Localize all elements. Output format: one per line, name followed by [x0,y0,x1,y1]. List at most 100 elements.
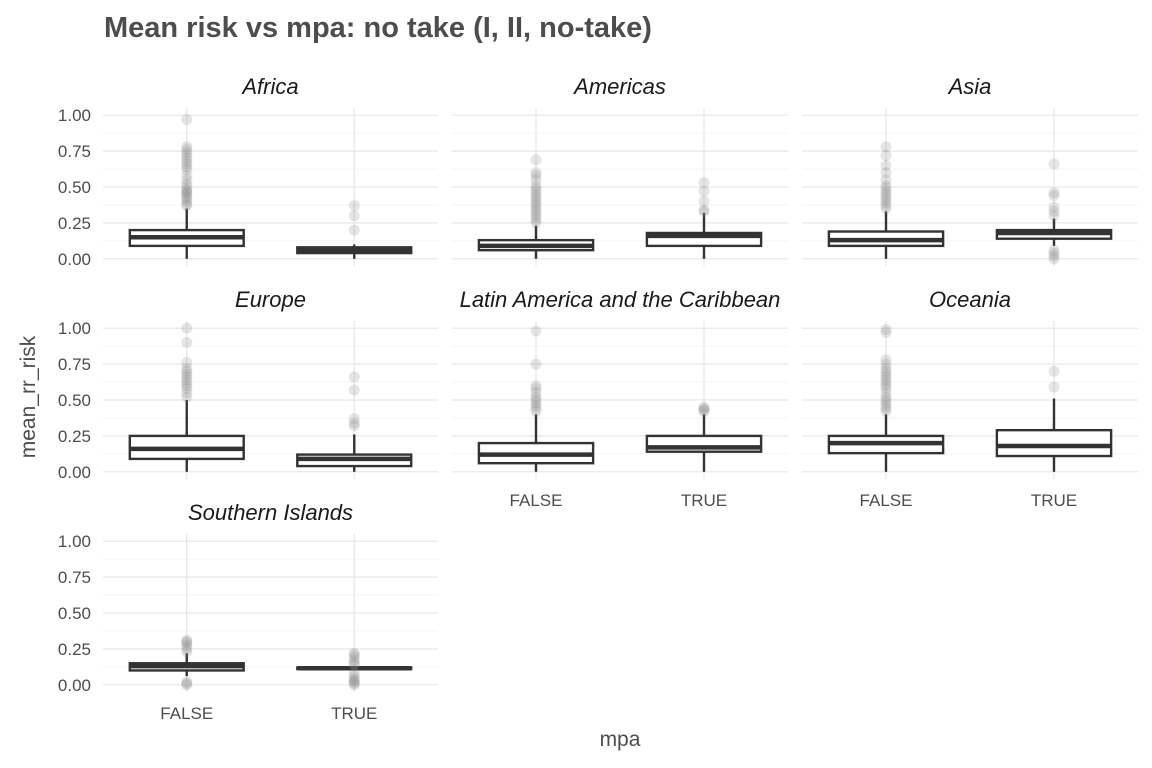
outlier-point [880,380,892,392]
outlier-point [181,637,193,649]
outlier-point [530,211,542,223]
outlier-point [181,192,193,204]
outlier-point [181,640,193,652]
y-tick-label: 1.00 [58,319,91,338]
outlier-point [181,144,193,156]
outlier-point [348,652,360,664]
facet-strip-label: Europe [235,287,306,312]
outlier-point [880,362,892,374]
outlier-point [880,354,892,366]
y-tick-label: 1.00 [58,106,91,125]
outlier-point [530,325,542,337]
outlier-point [1048,201,1060,213]
outlier-point [530,380,542,392]
outlier-point [181,152,193,164]
x-axis-title: mpa [600,728,641,751]
outlier-point [530,154,542,166]
outlier-point [348,417,360,429]
outlier-point [181,174,193,186]
outlier-point [880,191,892,203]
y-tick-label: 0.50 [58,178,91,197]
outlier-point [880,159,892,171]
facet-strip-label: Latin America and the Caribbean [460,287,781,312]
outlier-point [530,394,542,406]
y-tick-label: 0.00 [58,250,91,269]
outlier-point [698,185,710,197]
outlier-point [698,404,710,416]
y-axis-title: mean_rr_risk [17,335,40,458]
outlier-point [880,358,892,370]
outlier-point [698,401,710,413]
outlier-point [181,383,193,395]
outlier-point [698,195,710,207]
outlier-point [348,679,360,691]
outlier-point [530,387,542,399]
outlier-point [530,214,542,226]
outlier-point [348,670,360,682]
outlier-point [181,371,193,383]
outlier-point [348,420,360,432]
outlier-point [181,676,193,688]
outlier-point [348,677,360,689]
outlier-point [181,374,193,386]
outlier-point [880,324,892,336]
outlier-point [880,383,892,395]
outlier-point [530,185,542,197]
outlier-point [181,387,193,399]
outlier-point [880,149,892,161]
outlier-point [348,647,360,659]
outlier-point [530,188,542,200]
outlier-point [1048,247,1060,259]
outlier-point [181,149,193,161]
outlier-point [181,646,193,658]
outlier-point [348,224,360,236]
outlier-point [348,649,360,661]
facet-strip-label: Americas [572,74,666,99]
outlier-point [1048,250,1060,262]
outlier-point [1048,381,1060,393]
outlier-point [1048,210,1060,222]
box-iqr [995,428,1113,458]
outlier-point [181,195,193,207]
outlier-point [530,383,542,395]
outlier-point [698,405,710,417]
facet-strip-label: Africa [240,74,298,99]
outlier-point [530,405,542,417]
outlier-point [181,191,193,203]
outlier-point [880,387,892,399]
facet-panel-europe: Europe 0.00 0.25 0.50 0.75 1.00 [58,287,438,482]
outlier-point [1048,205,1060,217]
outlier-point [181,391,193,403]
outlier-point [181,188,193,200]
y-tick-label: 0.00 [58,463,91,482]
outlier-point [698,177,710,189]
outlier-point [348,200,360,212]
outlier-point [181,147,193,159]
outlier-point [530,197,542,209]
outlier-point [181,161,193,173]
y-tick-label: 0.25 [58,427,91,446]
outlier-point [880,374,892,386]
outlier-point [181,181,193,193]
facet-panel-oceania: Oceania FALSE TRUE [802,287,1138,510]
outlier-point [181,178,193,190]
outlier-point [181,185,193,197]
chart-title: Mean risk vs mpa: no take (I, II, no-tak… [104,12,652,44]
outlier-point [880,371,892,383]
outlier-point [181,184,193,196]
outlier-point [530,208,542,220]
outlier-point [530,167,542,179]
outlier-point [530,191,542,203]
outlier-point [530,200,542,212]
outlier-point [530,203,542,215]
outlier-point [348,657,360,669]
outlier-point [530,194,542,206]
outlier-point [530,217,542,229]
facet-strip-label: Southern Islands [188,500,353,525]
outlier-point [880,203,892,215]
x-tick-label: FALSE [860,491,913,510]
outlier-point [880,185,892,197]
facet-panel-southern-islands: Southern Islands 0.00 0.25 0.50 0.75 1.00 FALS… [58,500,438,723]
outlier-point [181,377,193,389]
outlier-point [880,397,892,409]
